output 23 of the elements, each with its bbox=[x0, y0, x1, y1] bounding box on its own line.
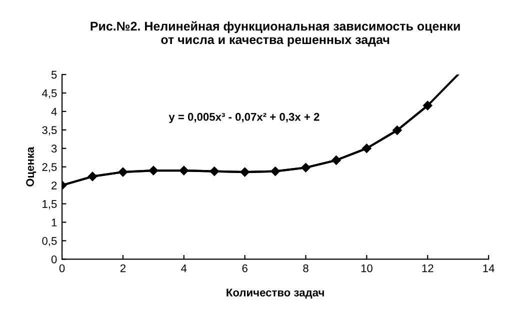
y-axis-title: Оценка bbox=[26, 146, 36, 186]
x-tick-label: 0 bbox=[59, 264, 65, 272]
y-tick-label: 3,5 bbox=[42, 126, 57, 136]
y-tick-label: 5 bbox=[51, 70, 57, 79]
y-tick-label: 0,5 bbox=[42, 237, 57, 246]
x-tick-label: 4 bbox=[181, 264, 187, 272]
x-tick-label: 6 bbox=[242, 264, 248, 272]
x-tick-label: 12 bbox=[422, 264, 434, 272]
y-tick-label: 1,5 bbox=[42, 200, 57, 210]
x-axis-title: Количество задач bbox=[226, 288, 324, 299]
y-tick-label: 4,5 bbox=[42, 89, 57, 98]
y-tick-label: 1 bbox=[52, 218, 57, 226]
annotation: y = 0,005x³ - 0,07x² + 0,3x + 2 bbox=[168, 112, 320, 123]
y-tick-label: 2 bbox=[52, 182, 57, 190]
y-tick-label: 3 bbox=[51, 144, 57, 153]
y-tick-label: 4 bbox=[51, 108, 57, 116]
y-tick-label: 2,5 bbox=[42, 163, 57, 172]
x-tick-label: 14 bbox=[483, 264, 494, 272]
x-tick-label: 2 bbox=[120, 264, 126, 272]
y-tick-label: 0 bbox=[51, 255, 57, 264]
chart-title: Рис.№2. Нелинейная функциональная зависимость оценки от числа и качества решенных задач bbox=[90, 21, 460, 47]
x-tick-label: 8 bbox=[303, 264, 308, 272]
x-tick-label: 10 bbox=[361, 264, 372, 272]
